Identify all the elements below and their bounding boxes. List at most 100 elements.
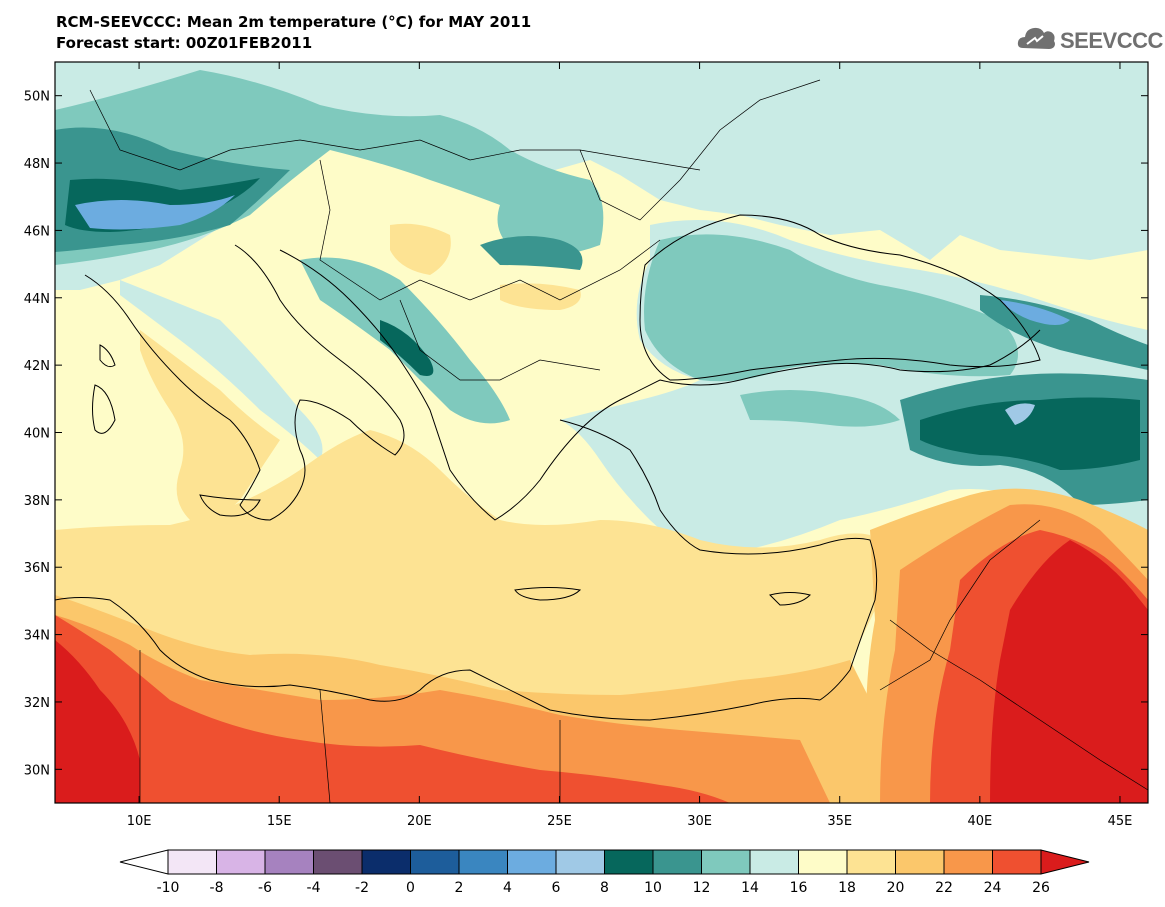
colorbar-swatch: [555, 849, 605, 875]
field-4-6-alps: [75, 195, 235, 230]
colorbar-label: 16: [790, 880, 808, 896]
colorbar-label: 20: [887, 880, 905, 896]
colorbar-swatch: [652, 849, 702, 875]
colorbar-swatch: [410, 849, 460, 875]
lat-tick-label: 40N: [24, 427, 50, 442]
temperature-field: [55, 62, 1148, 803]
field-12-14-east-anatolia: [740, 390, 900, 427]
field-8-10-caucasus: [920, 397, 1140, 470]
lat-tick-label: 32N: [24, 696, 50, 711]
lon-tick-label: 15E: [267, 814, 292, 829]
balkan-anatolia-coast: [279, 249, 1041, 521]
colorbar-swatch: [361, 849, 411, 875]
lat-tick-label: 48N: [24, 157, 50, 172]
colorbar-label: 0: [406, 880, 415, 896]
colorbar-label: 18: [838, 880, 856, 896]
cyprus-coast: [769, 592, 811, 606]
lat-tick-label: 50N: [24, 90, 50, 105]
field-18-20-mediterranean: [55, 430, 880, 700]
colorbar-swatch: [264, 849, 314, 875]
field-4-6-greater-caucasus: [1000, 300, 1070, 325]
lon-tick-label: 45E: [1108, 814, 1133, 829]
field-18-20-pannonia: [390, 223, 451, 275]
lat-tick-label: 30N: [24, 763, 50, 778]
coastlines: [55, 214, 1041, 721]
border-syria-iraq: [879, 519, 1041, 691]
field-18-20-italy: [140, 330, 280, 520]
map-title: RCM-SEEVCCC: Mean 2m temperature (°C) fo…: [56, 13, 532, 31]
border-iraq-saudi: [889, 619, 1148, 791]
colorbar: -10 -8 -6 -4 -2 0 2 4 6 8 10 12 14 16 18 20 22 24 26: [119, 849, 1090, 896]
colorbar-label: 10: [644, 880, 662, 896]
colorbar-over-arrow: [1040, 849, 1090, 875]
crete-coast: [514, 587, 582, 601]
colorbar-label: 2: [455, 880, 464, 896]
lon-tick-label: 30E: [687, 814, 712, 829]
seevccc-logo: SEEVCCC: [1017, 22, 1163, 56]
colorbar-under-arrow: [119, 849, 169, 875]
colorbar-label: 4: [503, 880, 512, 896]
colorbar-label: 6: [552, 880, 561, 896]
lat-tick-label: 44N: [24, 292, 50, 307]
border-middle: [319, 159, 661, 301]
border-balkans: [399, 299, 601, 381]
colorbar-swatch: [798, 849, 848, 875]
border-ukraine: [579, 79, 821, 221]
map-subtitle: Forecast start: 00Z01FEB2011: [56, 34, 313, 52]
field-12-14-black-sea: [644, 234, 1018, 382]
colorbar-label: -4: [307, 880, 321, 896]
colorbar-swatch: [604, 849, 654, 875]
field-6-8-caucasus: [1005, 403, 1035, 425]
latitude-axis: 50N 48N 46N 44N 42N 40N 38N 36N 34N 32N 30N: [24, 90, 1148, 778]
colorbar-label: -2: [355, 880, 369, 896]
colorbar-swatch: [992, 849, 1042, 875]
field-14-16-italy: [120, 280, 323, 460]
field-18-20-wallachia: [500, 283, 581, 310]
lon-tick-label: 10E: [127, 814, 152, 829]
lon-tick-label: 40E: [967, 814, 992, 829]
colorbar-swatch: [895, 849, 945, 875]
colorbar-swatch: [507, 849, 557, 875]
colorbar-label: 14: [741, 880, 759, 896]
colorbar-label: -8: [210, 880, 224, 896]
colorbar-label: 12: [693, 880, 711, 896]
border-north: [89, 89, 701, 171]
corsica-sardinia-coast: [92, 344, 116, 434]
colorbar-label: 24: [984, 880, 1002, 896]
colorbar-swatch: [943, 849, 993, 875]
lat-tick-label: 34N: [24, 629, 50, 644]
colorbar-swatch: [846, 849, 896, 875]
colorbar-label: 22: [935, 880, 953, 896]
lon-tick-label: 20E: [407, 814, 432, 829]
lat-tick-label: 42N: [24, 359, 50, 374]
lat-tick-label: 36N: [24, 561, 50, 576]
north-africa-coast: [55, 597, 821, 721]
longitude-axis: 10E 15E 20E 25E 30E 35E 40E 45E: [127, 62, 1133, 829]
field-8-10-balkans: [380, 320, 434, 376]
lat-tick-label: 46N: [24, 224, 50, 239]
colorbar-swatch: [701, 849, 751, 875]
italy-coast: [84, 244, 405, 521]
colorbar-swatch: [749, 849, 799, 875]
colorbar-swatch: [167, 849, 217, 875]
field-10-12-carpathians: [480, 236, 583, 270]
lon-tick-label: 25E: [547, 814, 572, 829]
border-africa: [139, 650, 561, 803]
sicily-coast: [199, 494, 261, 517]
field-over-26-libya: [55, 640, 140, 803]
lon-tick-label: 35E: [827, 814, 852, 829]
colorbar-label: -6: [258, 880, 272, 896]
colorbar-swatch: [458, 849, 508, 875]
colorbar-swatch: [313, 849, 363, 875]
colorbar-label: -10: [157, 880, 180, 896]
lat-tick-label: 38N: [24, 494, 50, 509]
logo-text: SEEVCCC: [1060, 28, 1163, 53]
cloud-icon: [1017, 27, 1055, 49]
country-borders: [89, 79, 1148, 803]
field-over-26-iraq: [990, 540, 1148, 803]
field-24-26-north-africa: [55, 615, 730, 803]
colorbar-label: 26: [1032, 880, 1050, 896]
turkey-levant-coast: [559, 419, 878, 701]
black-sea-coast: [639, 214, 1041, 381]
